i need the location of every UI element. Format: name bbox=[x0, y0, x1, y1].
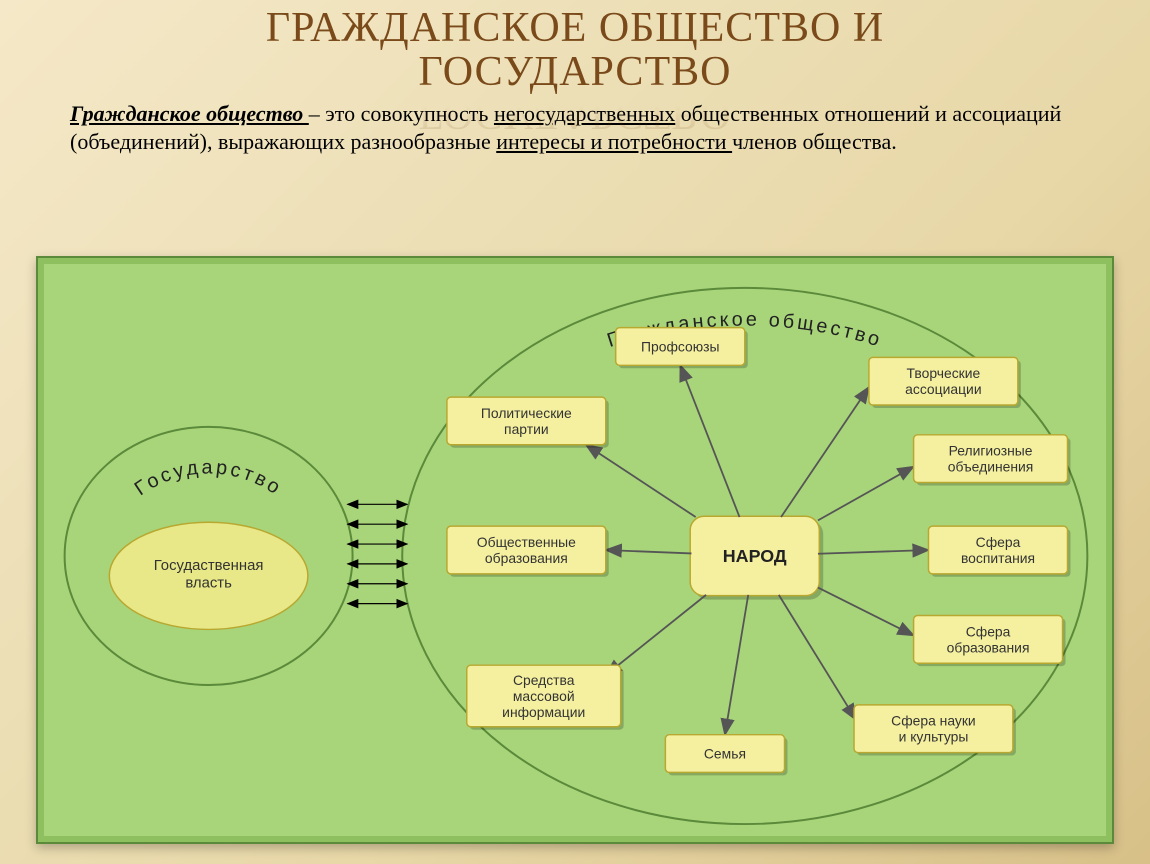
node-family-line0: Семья bbox=[704, 746, 746, 762]
state-center-l2: власть bbox=[185, 576, 232, 592]
center-node: НАРОД bbox=[690, 516, 823, 599]
interaction-arrows bbox=[348, 504, 408, 603]
node-creative-line1: ассоциации bbox=[905, 381, 981, 397]
node-unions-line0: Профсоюзы bbox=[641, 338, 719, 354]
diagram-svg: Гражданское общество Государство Госудас… bbox=[48, 268, 1102, 832]
title-reflect: ГОСУДАРСТВО bbox=[0, 92, 1150, 136]
node-media-line1: массовой bbox=[513, 688, 575, 704]
node-creative-line0: Творческие bbox=[907, 365, 981, 381]
state-center-l1: Госудаственная bbox=[154, 558, 264, 574]
diagram-frame: Гражданское общество Государство Госудас… bbox=[36, 256, 1114, 844]
title-line1: ГРАЖДАНСКОЕ ОБЩЕСТВО И bbox=[0, 6, 1150, 50]
node-media-line2: информации bbox=[502, 704, 585, 720]
node-religion-line1: объединения bbox=[948, 459, 1034, 475]
node-educ-line1: образования bbox=[947, 639, 1030, 655]
slide-title: ГРАЖДАНСКОЕ ОБЩЕСТВО И ГОСУДАРСТВО ГОСУД… bbox=[0, 0, 1150, 136]
node-educ-line0: Сфера bbox=[966, 623, 1011, 639]
node-science-line0: Сфера науки bbox=[891, 713, 976, 729]
svg-text:НАРОД: НАРОД bbox=[723, 546, 787, 566]
node-science-line1: и культуры bbox=[899, 729, 969, 745]
node-parties-line1: партии bbox=[504, 421, 549, 437]
node-vospit-line0: Сфера bbox=[976, 534, 1021, 550]
node-religion-line0: Религиозные bbox=[949, 443, 1033, 459]
title-line2: ГОСУДАРСТВО bbox=[0, 50, 1150, 94]
node-public-line1: образования bbox=[485, 550, 568, 566]
node-vospit-line1: воспитания bbox=[961, 550, 1035, 566]
node-media-line0: Средства bbox=[513, 672, 575, 688]
node-public-line0: Общественные bbox=[477, 534, 576, 550]
node-parties-line0: Политические bbox=[481, 405, 572, 421]
